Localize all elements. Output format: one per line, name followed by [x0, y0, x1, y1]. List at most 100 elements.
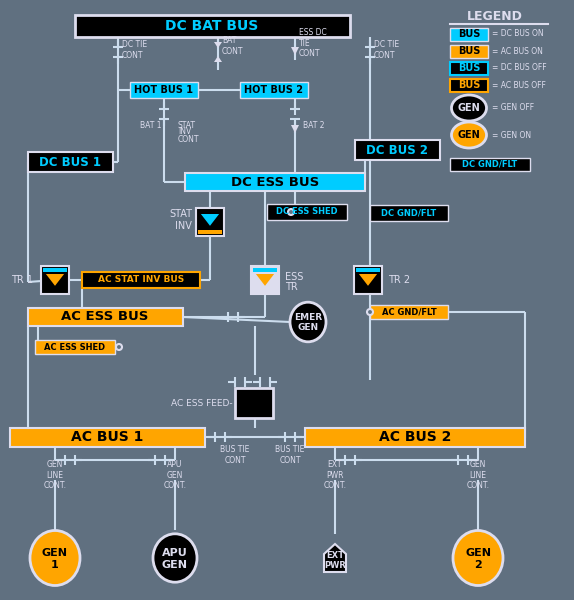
Text: ESS DC
TIE
CONT: ESS DC TIE CONT [299, 28, 327, 58]
Text: GEN: GEN [465, 548, 491, 558]
Ellipse shape [153, 534, 197, 582]
Bar [450, 28, 488, 41]
Text: GEN
LINE
CONT.: GEN LINE CONT. [467, 460, 490, 490]
Text: = AC BUS OFF: = AC BUS OFF [492, 80, 546, 89]
Bar [450, 79, 488, 92]
Bar [35, 340, 115, 354]
Text: TR 1: TR 1 [11, 275, 33, 285]
Text: ESS: ESS [285, 272, 304, 282]
Polygon shape [201, 214, 219, 226]
Text: AC BUS 1: AC BUS 1 [71, 430, 143, 444]
Text: INV: INV [178, 127, 191, 136]
Bar [305, 428, 525, 447]
Bar [450, 158, 530, 171]
Text: DC GND/FLT: DC GND/FLT [381, 208, 437, 217]
Text: HOT BUS 2: HOT BUS 2 [245, 85, 304, 95]
Ellipse shape [452, 95, 487, 121]
Text: GEN: GEN [457, 103, 480, 113]
Bar [450, 45, 488, 58]
Bar [370, 205, 448, 221]
Bar [82, 272, 200, 288]
Bar [354, 266, 382, 294]
Bar [28, 308, 183, 326]
Polygon shape [256, 274, 274, 286]
Text: DC BUS 2: DC BUS 2 [366, 143, 428, 157]
Text: DC BUS 1: DC BUS 1 [39, 155, 101, 169]
Text: AC ESS FEED-: AC ESS FEED- [172, 398, 233, 407]
Bar [185, 173, 365, 191]
Polygon shape [214, 42, 222, 48]
Bar [267, 204, 347, 220]
Text: AC ESS BUS: AC ESS BUS [61, 311, 149, 323]
Polygon shape [214, 56, 222, 62]
Text: DC BAT BUS: DC BAT BUS [165, 19, 259, 33]
Bar [10, 428, 205, 447]
Text: DC ESS BUS: DC ESS BUS [231, 175, 319, 188]
Text: AC STAT INV BUS: AC STAT INV BUS [98, 275, 184, 284]
Polygon shape [46, 274, 64, 286]
Bar [356, 268, 380, 272]
Bar [370, 305, 448, 319]
Text: STAT: STAT [178, 121, 196, 130]
Text: BUS: BUS [458, 63, 480, 73]
Text: 2: 2 [474, 560, 482, 570]
Text: DC GND/FLT: DC GND/FLT [463, 160, 518, 169]
Text: DC TIE
CONT: DC TIE CONT [374, 40, 399, 60]
Polygon shape [291, 125, 299, 133]
Bar [41, 266, 69, 294]
Text: BUS: BUS [458, 29, 480, 39]
Text: BUS TIE
CONT: BUS TIE CONT [220, 445, 250, 464]
Text: 1: 1 [51, 560, 59, 570]
Text: AC ESS SHED: AC ESS SHED [44, 343, 106, 352]
Circle shape [367, 309, 373, 315]
Circle shape [288, 209, 294, 215]
Text: AC GND/FLT: AC GND/FLT [382, 307, 436, 317]
Polygon shape [359, 274, 377, 286]
Ellipse shape [30, 530, 80, 586]
Bar [75, 15, 350, 37]
Bar [130, 82, 198, 98]
Text: BUS TIE
CONT: BUS TIE CONT [276, 445, 305, 464]
Text: BUS: BUS [458, 46, 480, 56]
Text: BAT
CONT: BAT CONT [222, 36, 243, 56]
Text: TR 2: TR 2 [388, 275, 410, 285]
Text: GEN
LINE
CONT.: GEN LINE CONT. [44, 460, 67, 490]
Text: EMER: EMER [294, 313, 322, 322]
Text: = DC BUS ON: = DC BUS ON [492, 29, 544, 38]
Bar [43, 268, 67, 272]
Bar [198, 230, 222, 234]
Bar [450, 62, 488, 75]
Ellipse shape [290, 302, 326, 342]
Text: = DC BUS OFF: = DC BUS OFF [492, 64, 546, 73]
Text: DC ESS SHED: DC ESS SHED [276, 208, 338, 217]
Text: LEGEND: LEGEND [467, 10, 523, 22]
Text: APU
GEN
CONT.: APU GEN CONT. [164, 460, 187, 490]
Text: DC TIE
CONT: DC TIE CONT [122, 40, 147, 60]
Text: BUS: BUS [458, 80, 480, 90]
Polygon shape [291, 47, 299, 55]
Circle shape [116, 344, 122, 350]
Text: GEN: GEN [42, 548, 68, 558]
Polygon shape [324, 544, 346, 572]
Bar [355, 140, 440, 160]
Text: GEN: GEN [457, 130, 480, 140]
Text: = GEN ON: = GEN ON [492, 130, 531, 139]
Text: APU: APU [162, 548, 188, 558]
Text: AC BUS 2: AC BUS 2 [379, 430, 451, 444]
Text: CONT: CONT [178, 134, 200, 143]
Text: BAT 1: BAT 1 [141, 121, 162, 130]
Bar [28, 152, 113, 172]
Text: GEN: GEN [162, 560, 188, 570]
Text: GEN: GEN [297, 323, 319, 332]
Bar [240, 82, 308, 98]
Ellipse shape [452, 122, 487, 148]
Bar [253, 268, 277, 272]
Text: BAT 2: BAT 2 [303, 121, 324, 130]
Text: STAT
INV: STAT INV [169, 209, 192, 231]
Bar [196, 208, 224, 236]
Text: HOT BUS 1: HOT BUS 1 [134, 85, 193, 95]
Text: TR: TR [285, 282, 298, 292]
Text: EXT: EXT [326, 551, 344, 560]
Ellipse shape [453, 530, 503, 586]
Bar [251, 266, 279, 294]
